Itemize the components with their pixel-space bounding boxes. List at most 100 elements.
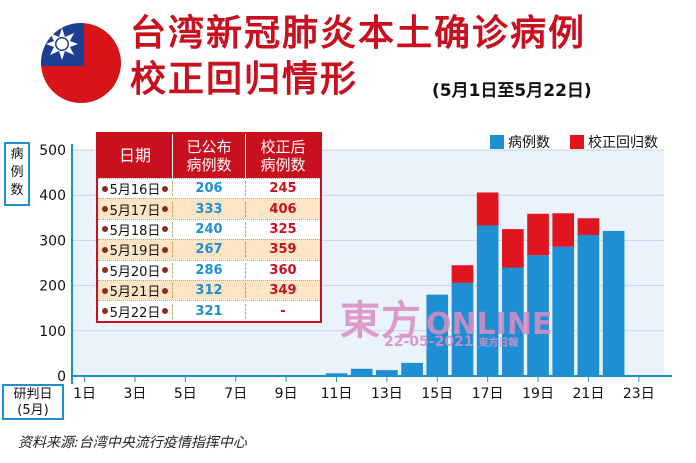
y-axis-label-text: 病例数: [10, 147, 24, 198]
x-tick-label: 21日: [573, 386, 605, 402]
x-tick-label: 17日: [472, 386, 504, 402]
table-row: 5月20日 286 360: [98, 259, 320, 280]
bullet-icon: [162, 185, 169, 192]
table-row: 5月19日 267 359: [98, 239, 320, 260]
bar-reported: [602, 230, 625, 376]
table-cell-reported: 206: [172, 181, 246, 197]
bullet-icon: [101, 246, 108, 253]
table-cell-corrected: 360: [269, 262, 297, 278]
y-axis-label: 病例数: [4, 142, 30, 206]
legend-item-corrected: 校正回归数: [570, 132, 658, 152]
table-body: 5月16日 206 245 5月17日 333 406 5月18日 240 325 5月19日 26…: [98, 178, 320, 321]
table-cell-date: 5月16日: [98, 179, 172, 198]
x-tick-label: 15日: [421, 386, 453, 402]
table-cell-corrected: 325: [269, 221, 297, 237]
table-cell-date-text: 5月16日: [109, 183, 161, 199]
chart-title-line2: 校正回归情形: [130, 59, 359, 100]
bullet-icon: [101, 287, 108, 294]
table-row: 5月21日 312 349: [98, 279, 320, 301]
table-cell-date: 5月21日: [98, 281, 172, 300]
bar-corrected: [476, 192, 499, 226]
watermark-brand: 東方: [340, 297, 422, 344]
bar-reported: [174, 375, 197, 376]
table-cell-reported: 286: [172, 262, 246, 278]
bullet-icon: [162, 246, 169, 253]
legend-swatch-reported: [490, 135, 504, 149]
bar-reported: [476, 225, 499, 376]
table-cell-date: 5月20日: [98, 261, 172, 280]
bar-reported: [98, 375, 121, 377]
x-tick-label: 19日: [522, 386, 554, 402]
x-tick-label: 13日: [371, 386, 403, 402]
bullet-icon: [162, 226, 169, 233]
bar-reported: [149, 375, 172, 377]
table-header-corrected: 校正后 病例数: [246, 134, 320, 178]
x-tick-label: 23日: [623, 386, 655, 402]
x-tick-label: 5日: [174, 386, 197, 402]
y-tick-label: 0: [57, 369, 66, 385]
bar-reported: [350, 368, 373, 376]
table-row: 5月16日 206 245: [98, 178, 320, 198]
table-cell-date-text: 5月21日: [109, 285, 161, 301]
watermark-date: 22-05-2021: [384, 334, 474, 350]
table-cell-corrected: 406: [269, 201, 297, 217]
legend-label-corrected: 校正回归数: [588, 135, 658, 151]
table-row: 5月22日 321 -: [98, 300, 320, 321]
bar-reported: [426, 294, 449, 376]
bullet-icon: [101, 226, 108, 233]
y-tick-label: 300: [39, 233, 66, 249]
table-cell-date-text: 5月18日: [109, 223, 161, 239]
bar-reported: [376, 370, 398, 376]
bullet-icon: [162, 267, 169, 274]
table-header: 日期 已公布 病例数 校正后 病例数: [98, 134, 320, 178]
watermark: 東方 ONLINE 22-05-2021 東方日報: [340, 288, 553, 350]
legend-label-reported: 病例数: [508, 135, 550, 151]
table-cell-reported: 267: [172, 242, 246, 258]
bar-reported: [250, 375, 272, 377]
bar-reported: [300, 375, 323, 376]
table-cell-corrected: 359: [269, 242, 297, 258]
x-tick-label: 3日: [124, 386, 147, 402]
watermark-suffix: 東方日報: [478, 338, 519, 349]
x-axis-label-text: 研判日(5月): [13, 387, 53, 418]
table-cell-date: 5月22日: [98, 302, 172, 321]
table-cell-date-text: 5月17日: [109, 203, 161, 219]
bar-reported: [224, 375, 247, 376]
bullet-icon: [162, 206, 169, 213]
table-row: 5月18日 240 325: [98, 218, 320, 239]
table-cell-reported: 321: [172, 303, 246, 319]
x-tick-label: 7日: [224, 386, 247, 402]
taiwan-flag-icon: [41, 23, 121, 103]
table-cell-date-text: 5月19日: [109, 244, 161, 260]
bar-reported: [527, 255, 549, 376]
bar-reported: [325, 373, 348, 376]
table-cell-corrected: 245: [269, 181, 297, 197]
table-header-date: 日期: [98, 134, 172, 178]
y-tick-label: 100: [39, 324, 66, 340]
data-table: 日期 已公布 病例数 校正后 病例数 5月16日 206 245 5月17日 333 40…: [96, 132, 322, 323]
table-header-date-text: 日期: [118, 146, 151, 165]
bar-reported: [73, 375, 96, 376]
table-cell-reported: 333: [172, 201, 246, 217]
bullet-icon: [101, 185, 108, 192]
source-note: 资料来源:台湾中央流行疫情指挥中心: [18, 435, 247, 451]
table-cell-date-text: 5月22日: [109, 305, 161, 321]
bullet-icon: [101, 206, 108, 213]
legend-swatch-corrected: [570, 135, 584, 149]
watermark-online: ONLINE: [426, 307, 553, 342]
table-cell-corrected: -: [280, 303, 286, 319]
table-header-corrected-text: 校正后 病例数: [260, 138, 306, 174]
x-tick-label: 11日: [321, 386, 353, 402]
y-tick-label: 400: [39, 188, 66, 204]
y-tick-label: 500: [39, 143, 66, 159]
bar-reported: [577, 234, 600, 376]
table-cell-date: 5月19日: [98, 240, 172, 259]
bullet-icon: [162, 287, 169, 294]
bar-reported: [451, 282, 474, 376]
bar-reported: [124, 375, 146, 376]
table-cell-date: 5月18日: [98, 220, 172, 239]
table-cell-reported: 312: [172, 283, 246, 299]
x-tick-label: 9日: [275, 386, 298, 402]
table-cell-date-text: 5月20日: [109, 264, 161, 280]
x-axis-label: 研判日(5月): [2, 384, 64, 420]
